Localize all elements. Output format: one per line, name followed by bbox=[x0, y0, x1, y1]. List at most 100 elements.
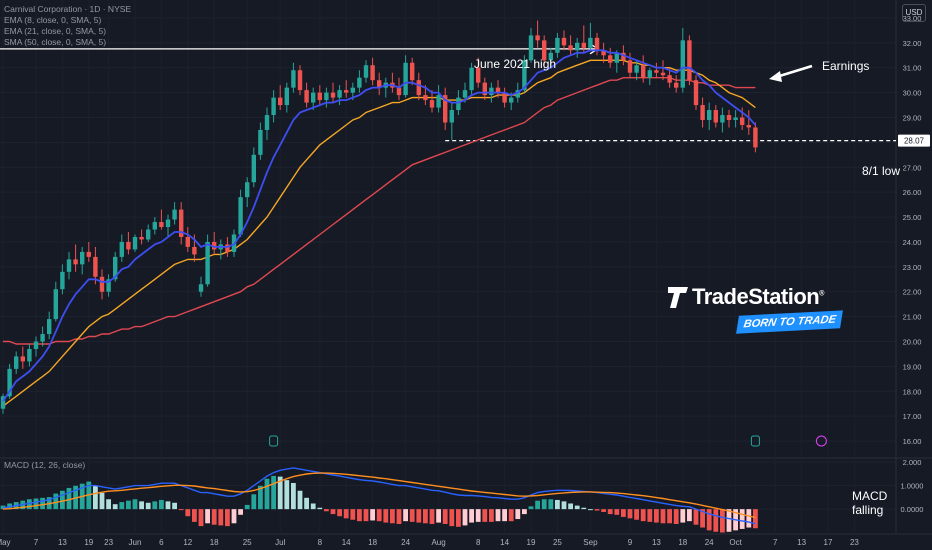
candle-up bbox=[707, 110, 712, 120]
macd-histogram-bar bbox=[231, 509, 237, 524]
macd-histogram-bar bbox=[185, 509, 191, 517]
candle-down bbox=[627, 60, 633, 73]
tradestation-logo: TradeStation® BORN TO TRADE bbox=[666, 284, 844, 334]
macd-histogram-bar bbox=[640, 509, 646, 522]
macd-histogram-bar bbox=[601, 509, 606, 512]
macd-histogram-bar bbox=[106, 499, 111, 510]
ema8-legend[interactable]: EMA (8, close, 0, SMA, 5) bbox=[4, 15, 102, 25]
macd-legend[interactable]: MACD (12, 26, close) bbox=[4, 460, 86, 470]
candle-down bbox=[185, 236, 190, 247]
macd-histogram-bar bbox=[304, 497, 309, 510]
time-tick-label: 9 bbox=[628, 538, 633, 547]
macd-histogram-bar bbox=[383, 509, 389, 523]
dividend-event-icon bbox=[269, 435, 279, 447]
candle-down bbox=[304, 90, 309, 103]
macd-histogram-bar bbox=[403, 509, 408, 522]
candle-up bbox=[33, 341, 39, 349]
last-price-label: 28.07 bbox=[904, 137, 925, 146]
candle-up bbox=[152, 222, 157, 230]
macd-histogram-bar bbox=[581, 507, 587, 510]
candle-down bbox=[476, 67, 481, 83]
candle-down bbox=[542, 40, 547, 61]
macd-histogram-bar bbox=[489, 509, 494, 522]
ema21-legend[interactable]: EMA (21, close, 0, SMA, 5) bbox=[4, 26, 107, 36]
macd-histogram-bar bbox=[357, 509, 362, 522]
macd-histogram-bar bbox=[297, 490, 303, 510]
price-tick-label: 20.00 bbox=[903, 338, 922, 347]
candle-up bbox=[60, 271, 65, 290]
macd-histogram-bar bbox=[713, 509, 719, 532]
time-tick-label: Jun bbox=[129, 538, 142, 547]
time-tick-label: May bbox=[0, 538, 11, 547]
candle-down bbox=[753, 127, 758, 148]
macd-histogram-bar bbox=[700, 509, 705, 528]
macd-histogram-bar bbox=[159, 499, 164, 510]
sma50-legend[interactable]: SMA (50, close, 0, SMA, 5) bbox=[4, 37, 107, 47]
macd-histogram-bar bbox=[396, 509, 402, 524]
macd-histogram-bar bbox=[409, 509, 415, 522]
price-tick-label: 32.00 bbox=[903, 39, 922, 48]
candle-down bbox=[410, 62, 415, 81]
time-tick-label: 24 bbox=[401, 538, 410, 547]
macd-histogram-bar bbox=[515, 509, 521, 520]
macd-histogram-bar bbox=[60, 490, 65, 510]
candle-up bbox=[66, 259, 72, 272]
price-tick-label: 19.00 bbox=[903, 362, 922, 371]
candle-down bbox=[429, 100, 435, 108]
earnings-arrowhead bbox=[769, 71, 782, 82]
candle-up bbox=[324, 92, 329, 101]
candle-up bbox=[733, 117, 738, 120]
macd-histogram-bar bbox=[555, 499, 560, 510]
macd-histogram-bar bbox=[337, 509, 342, 517]
ema8-line bbox=[2, 49, 757, 402]
candle-up bbox=[548, 52, 553, 61]
candle-up bbox=[647, 70, 652, 78]
macd-histogram-bar bbox=[390, 509, 395, 524]
candle-up bbox=[555, 37, 560, 53]
candle-up bbox=[337, 90, 342, 98]
macd-histogram-bar bbox=[198, 509, 204, 527]
candle-up bbox=[720, 115, 725, 123]
candle-up bbox=[245, 182, 250, 198]
symbol-title[interactable]: Carnival Corporation · 1D · NYSE bbox=[4, 4, 132, 14]
candle-up bbox=[509, 97, 514, 103]
macd-histogram-bar bbox=[634, 509, 639, 520]
time-tick-label: 18 bbox=[678, 538, 687, 547]
candle-up bbox=[363, 65, 369, 78]
candle-down bbox=[225, 244, 230, 252]
macd-histogram-bar bbox=[145, 502, 151, 510]
price-tick-label: 24.00 bbox=[903, 238, 922, 247]
candle-down bbox=[674, 82, 679, 88]
price-tick-label: 30.00 bbox=[903, 89, 922, 98]
candle-up bbox=[14, 356, 19, 369]
candle-down bbox=[344, 90, 349, 93]
time-tick-label: 13 bbox=[58, 538, 67, 547]
candle-down bbox=[693, 80, 699, 106]
price-tick-label: 33.00 bbox=[903, 14, 922, 23]
macd-histogram-bar bbox=[178, 509, 184, 511]
macd-histogram-bar bbox=[462, 509, 468, 526]
macd-histogram-bar bbox=[594, 509, 600, 511]
price-tick-label: 27.00 bbox=[903, 163, 922, 172]
macd-histogram-bar bbox=[574, 505, 580, 510]
macd-histogram-bar bbox=[238, 509, 243, 515]
currency-button[interactable]: USD bbox=[902, 4, 926, 22]
candle-up bbox=[528, 35, 534, 61]
macd-histogram-bar bbox=[568, 503, 573, 510]
macd-histogram-bar bbox=[291, 482, 296, 510]
macd-histogram-bar bbox=[27, 499, 32, 510]
candle-up bbox=[522, 60, 527, 91]
macd-histogram-bar bbox=[343, 509, 349, 519]
macd-histogram-bar bbox=[607, 509, 613, 515]
macd-histogram-bar bbox=[370, 509, 375, 521]
candle-up bbox=[119, 241, 124, 257]
candle-up bbox=[588, 37, 593, 48]
time-tick-label: 13 bbox=[797, 538, 806, 547]
candle-down bbox=[535, 35, 540, 41]
dividend-event-icon bbox=[750, 435, 760, 447]
time-tick-label: 23 bbox=[104, 538, 113, 547]
candle-up bbox=[113, 256, 118, 280]
time-tick-label: 7 bbox=[773, 538, 778, 547]
macd-histogram-bar bbox=[126, 500, 131, 510]
